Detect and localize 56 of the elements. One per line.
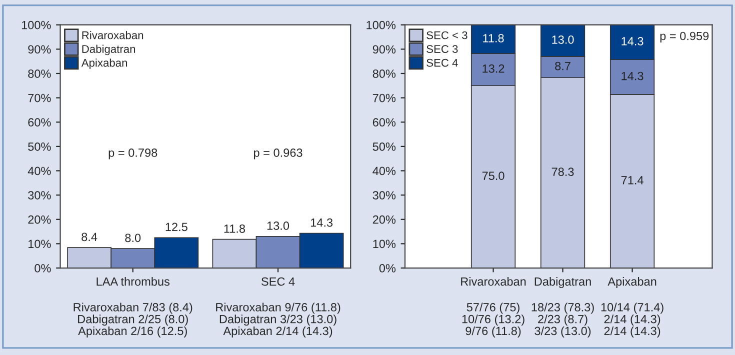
data-label: 8.0 xyxy=(125,234,141,242)
legend-label: SEC 3 xyxy=(426,45,458,53)
y-tick-label: 80% xyxy=(28,70,51,78)
y-tick-label: 30% xyxy=(28,191,51,200)
text: Rivaroxaban 7/83 (8.4) Dabigatran 2/25 (8.0) Apixaban 2/16 (12.5) xyxy=(74,302,192,338)
y-tick-label: 50% xyxy=(28,142,51,151)
y-tick-label: 10% xyxy=(373,240,396,248)
y-tick-label: 60% xyxy=(372,118,396,127)
data-label: 13.0 xyxy=(552,35,574,44)
y-tick-label: 100% xyxy=(366,20,396,30)
x-tick-label: Dabigatran xyxy=(534,277,591,288)
data-label: 8.7 xyxy=(555,62,570,70)
text: 18/23 (78.3) 2/23 (8.7) 3/23 (13.0) xyxy=(532,302,594,338)
y-tick-label: 0% xyxy=(34,264,51,272)
data-label: 14.3 xyxy=(622,72,644,80)
x-tick-label: LAA thrombus xyxy=(96,277,170,286)
y-tick-label: 40% xyxy=(28,166,51,176)
data-label: 13.0 xyxy=(267,222,290,230)
text: 57/76 (75) 10/76 (13.2) 9/76 (11.8) xyxy=(462,302,524,338)
legend-label: Rivaroxaban xyxy=(82,31,144,40)
y-tick-label: 20% xyxy=(372,215,396,224)
annotation: p = 0.959 xyxy=(660,32,709,43)
data-label: 75.0 xyxy=(482,172,504,180)
y-tick-label: 100% xyxy=(22,20,51,30)
text: Rivaroxaban 9/76 (11.8) Dabigatran 3/23 (13.0) Apixaban 2/14 (14.3) xyxy=(216,302,340,338)
data-label: 14.3 xyxy=(622,37,644,46)
y-tick-label: 20% xyxy=(28,215,51,224)
y-tick-label: 0% xyxy=(379,264,396,272)
data-label: 78.3 xyxy=(552,168,574,176)
y-tick-label: 90% xyxy=(372,45,396,54)
y-tick-label: 80% xyxy=(372,70,396,78)
y-tick-label: 70% xyxy=(372,94,396,102)
data-label: 71.4 xyxy=(621,176,644,184)
legend-label: Apixaban xyxy=(81,58,127,69)
data-label: 14.3 xyxy=(310,218,333,227)
y-tick-label: 30% xyxy=(372,191,396,200)
annotation: p = 0.798 xyxy=(108,148,158,160)
x-tick-label: Rivaroxaban xyxy=(461,277,526,286)
y-tick-label: 90% xyxy=(28,45,51,54)
x-tick-label: Apixaban xyxy=(608,277,656,288)
y-tick-label: 50% xyxy=(372,142,396,151)
text: 10/14 (71.4) 2/14 (14.3) 2/14 (14.3) xyxy=(601,302,664,338)
annotation: p = 0.963 xyxy=(254,148,302,160)
y-tick-label: 60% xyxy=(28,118,51,127)
legend-label: SEC 4 xyxy=(426,58,458,67)
y-tick-label: 40% xyxy=(372,166,396,176)
x-tick-label: SEC 4 xyxy=(261,277,295,286)
y-tick-label: 10% xyxy=(28,240,51,248)
legend-label: Dabigatran xyxy=(82,44,136,56)
legend-label: SEC < 3 xyxy=(426,31,468,40)
y-tick-label: 70% xyxy=(28,94,51,102)
data-label: 11.8 xyxy=(224,224,246,233)
data-label: 13.2 xyxy=(482,64,504,73)
data-label: 11.8 xyxy=(483,34,504,42)
data-label: 12.5 xyxy=(166,222,188,232)
data-label: 8.4 xyxy=(82,232,98,242)
